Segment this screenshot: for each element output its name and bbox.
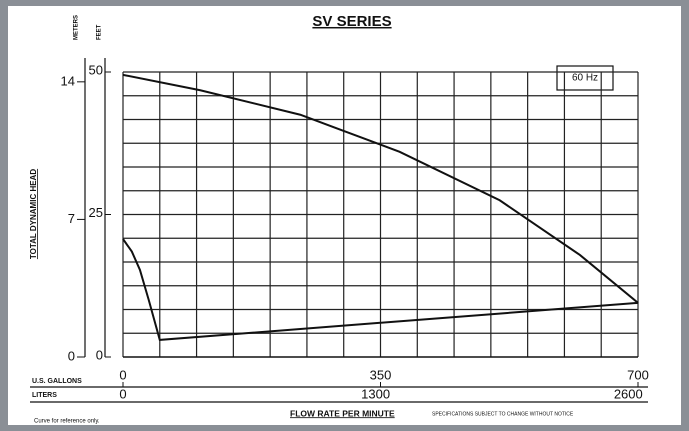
- note: Curve for reference only.: [34, 419, 100, 425]
- chart-title: SV SERIES: [312, 13, 391, 30]
- legend-label: 60 Hz: [572, 73, 598, 84]
- curve: [122, 73, 639, 304]
- y-label: TOTAL DYNAMIC HEAD: [29, 169, 38, 259]
- x2-tick-label: 2600: [614, 386, 643, 401]
- x-label: U.S. GALLONS: [32, 378, 82, 385]
- y2-tick-label: 7: [68, 211, 75, 226]
- y2-unit: METERS: [74, 15, 80, 40]
- x2-tick-label: 0: [119, 386, 126, 401]
- footer-note: SPECIFICATIONS SUBJECT TO CHANGE WITHOUT…: [432, 411, 574, 417]
- x-tick-label: 350: [370, 367, 392, 382]
- y-unit: FEET: [97, 24, 103, 40]
- x-tick-label: 700: [627, 367, 649, 382]
- footer-title: FLOW RATE PER MINUTE: [290, 408, 395, 418]
- x2-label: LITERS: [32, 392, 57, 399]
- x-tick-label: 0: [119, 367, 126, 382]
- y2-tick-label: 14: [61, 73, 75, 88]
- y-tick-label: 0: [96, 347, 103, 362]
- y2-tick-label: 0: [68, 348, 75, 363]
- curve: [122, 238, 639, 341]
- y-tick-label: 25: [89, 205, 103, 220]
- x2-tick-label: 1300: [361, 386, 390, 401]
- y-tick-label: 50: [89, 62, 103, 77]
- legend-box: [556, 65, 614, 91]
